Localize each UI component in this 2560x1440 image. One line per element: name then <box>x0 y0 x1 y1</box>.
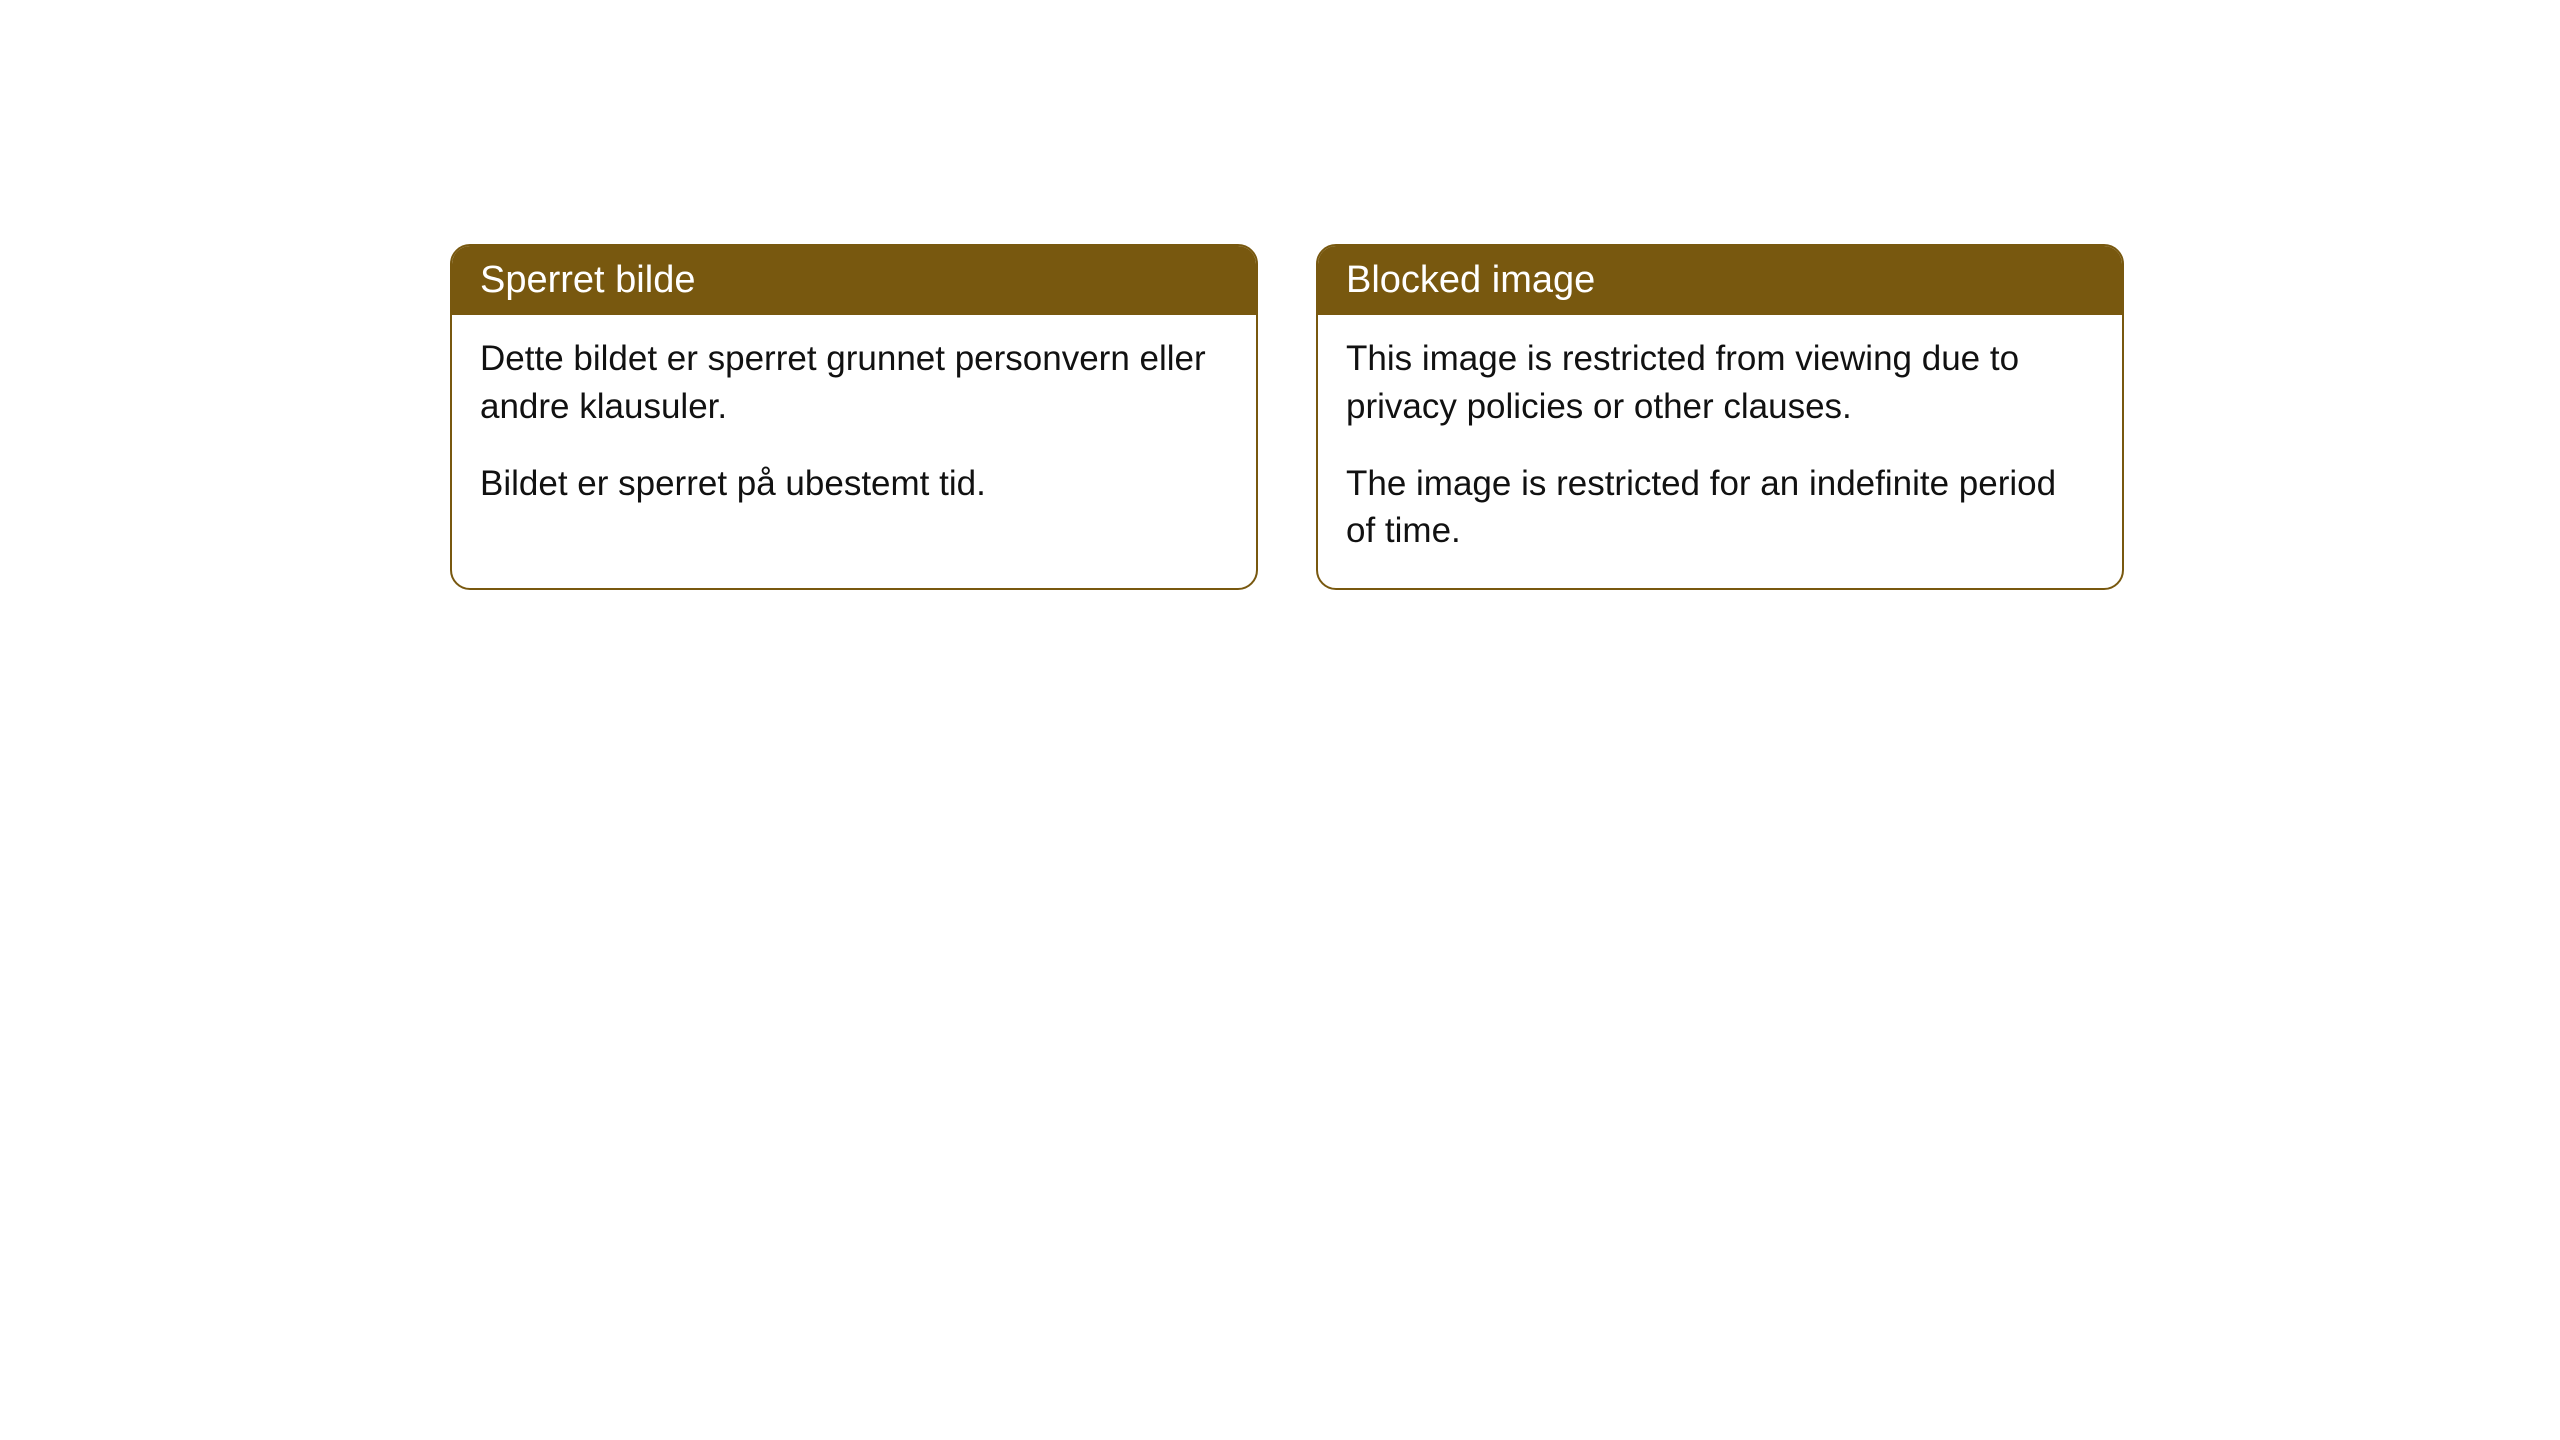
card-paragraph-1: Dette bildet er sperret grunnet personve… <box>480 335 1228 430</box>
card-paragraph-2: Bildet er sperret på ubestemt tid. <box>480 460 1228 507</box>
card-body: This image is restricted from viewing du… <box>1318 315 2122 588</box>
notice-cards-container: Sperret bilde Dette bildet er sperret gr… <box>450 244 2124 590</box>
card-title: Sperret bilde <box>480 259 695 301</box>
blocked-image-card-norwegian: Sperret bilde Dette bildet er sperret gr… <box>450 244 1258 590</box>
card-header: Blocked image <box>1318 246 2122 315</box>
card-title: Blocked image <box>1346 259 1595 301</box>
blocked-image-card-english: Blocked image This image is restricted f… <box>1316 244 2124 590</box>
card-paragraph-1: This image is restricted from viewing du… <box>1346 335 2094 430</box>
card-header: Sperret bilde <box>452 246 1256 315</box>
card-paragraph-2: The image is restricted for an indefinit… <box>1346 460 2094 555</box>
card-body: Dette bildet er sperret grunnet personve… <box>452 315 1256 541</box>
